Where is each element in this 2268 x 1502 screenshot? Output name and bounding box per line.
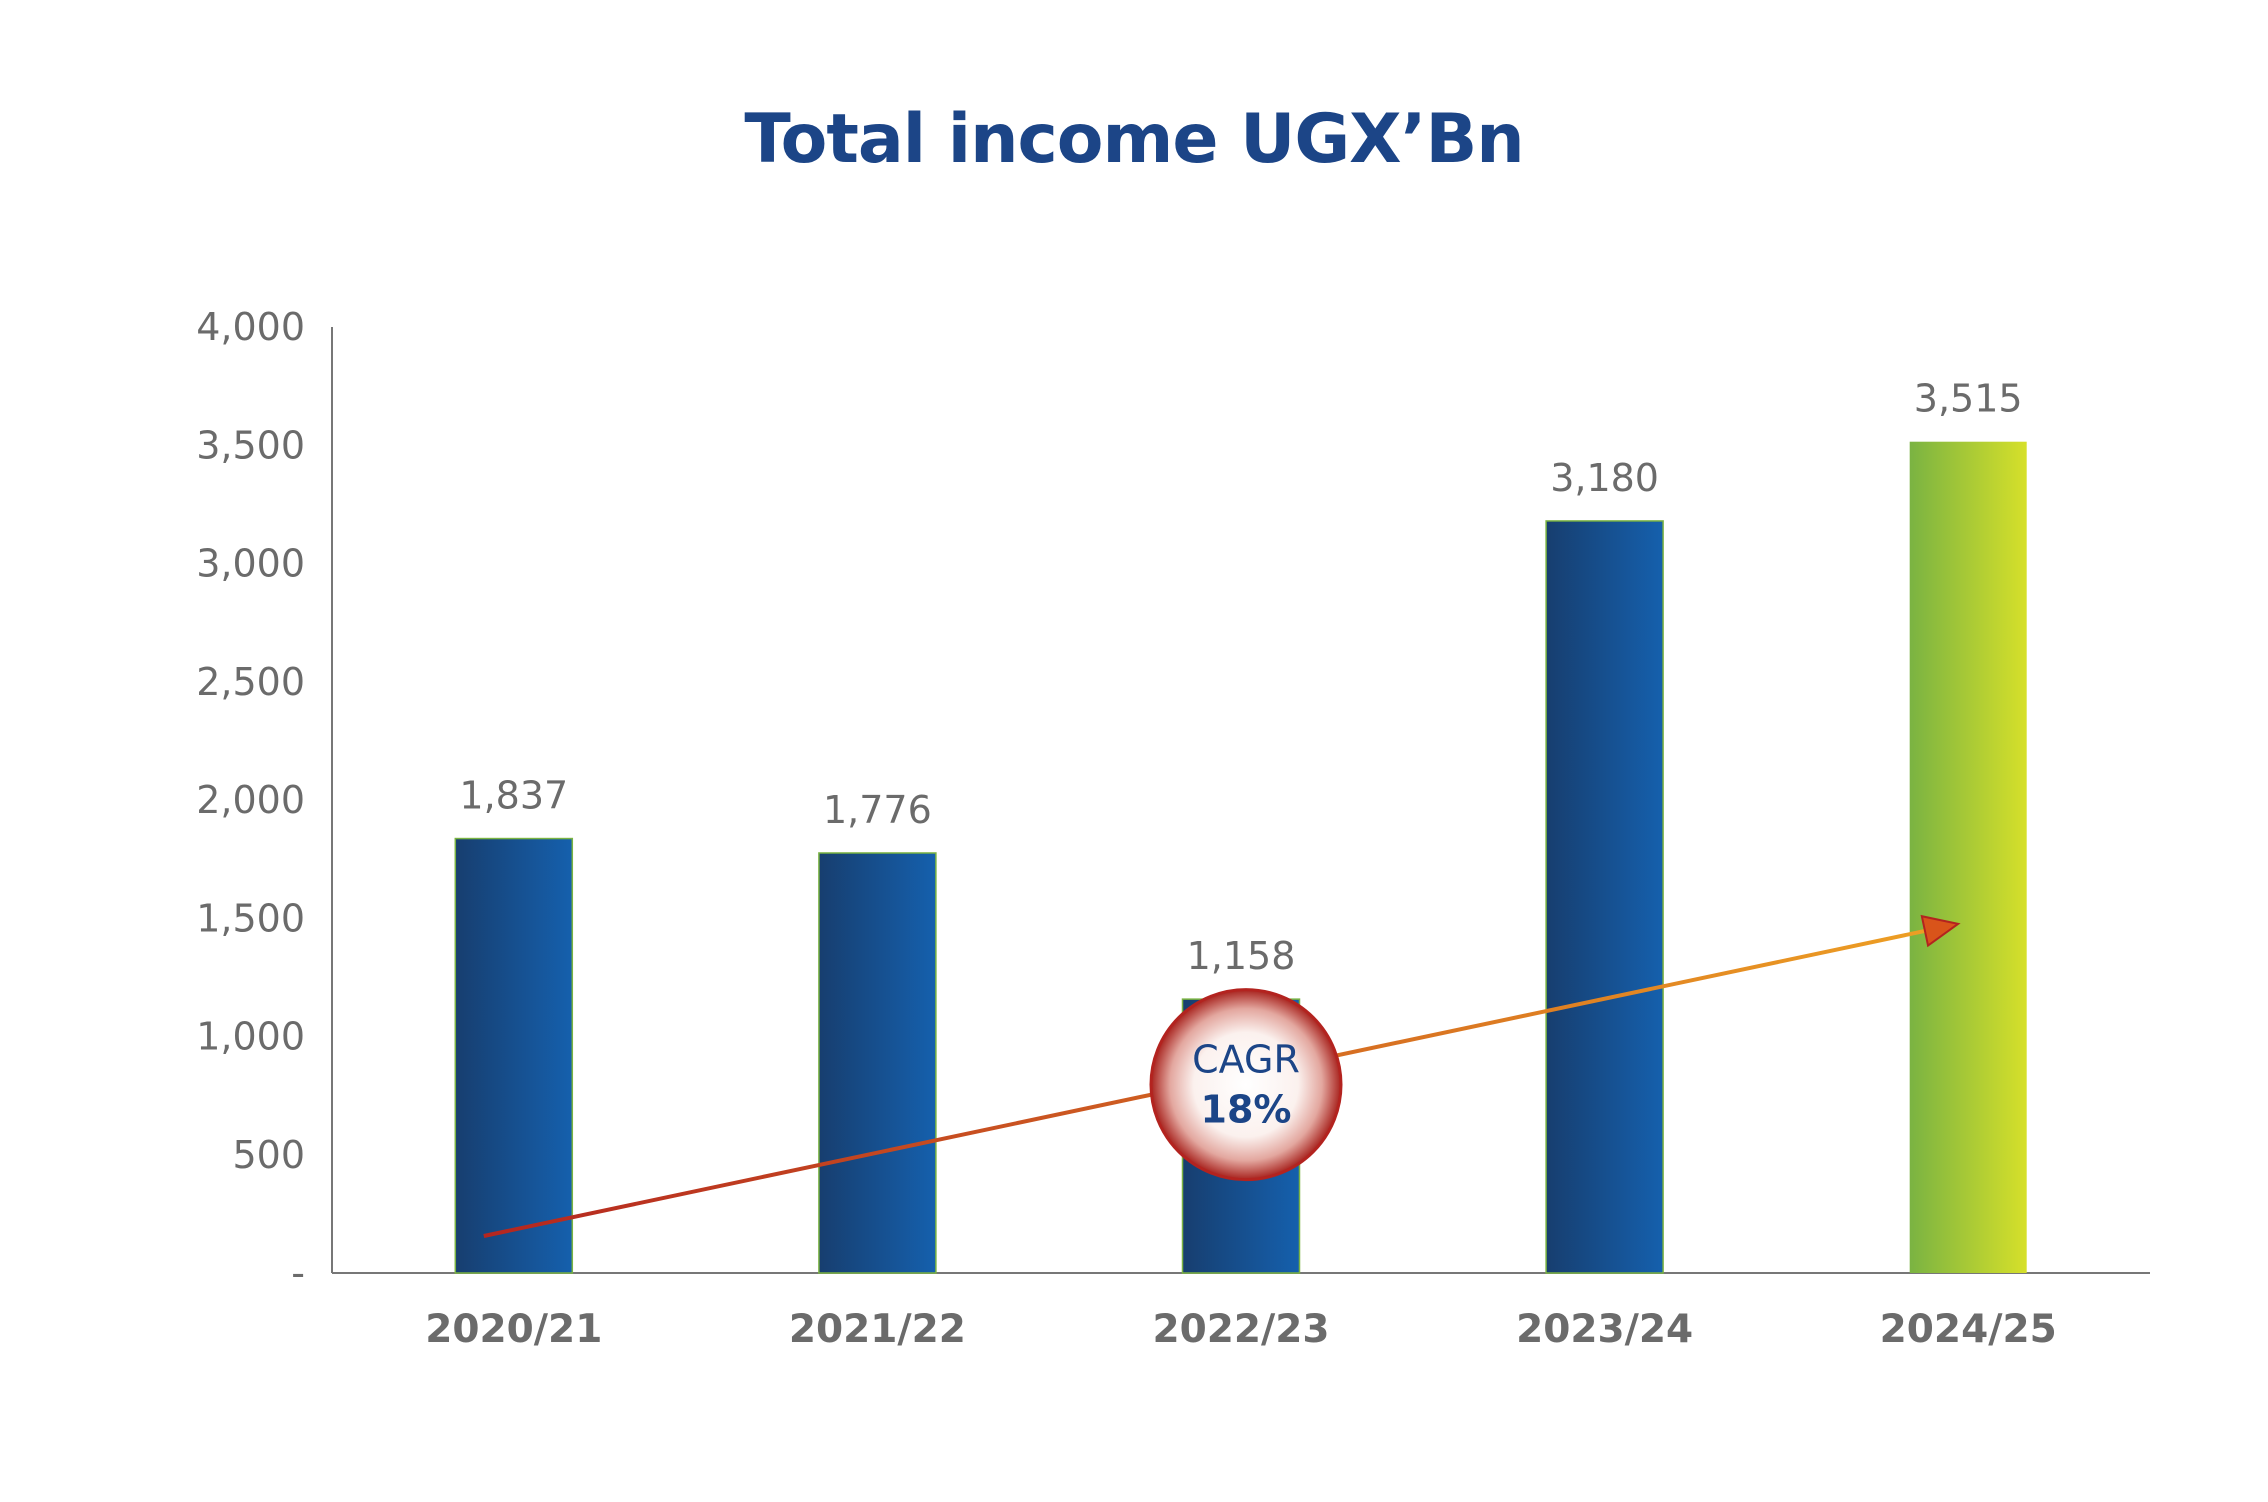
x-tick-label: 2020/21	[425, 1307, 602, 1352]
y-tick-label: -	[291, 1251, 305, 1295]
y-tick-label: 500	[232, 1133, 305, 1177]
y-tick-label: 3,500	[196, 423, 305, 467]
y-axis-ticks: - 500 1,000 1,500 2,000 2,500 3,000 3,500 4,000	[196, 305, 305, 1295]
data-label: 1,158	[1187, 934, 1296, 978]
data-label: 3,515	[1914, 377, 2023, 421]
data-label: 3,180	[1550, 456, 1659, 500]
data-label: 1,776	[823, 788, 932, 832]
chart-title: Total income UGX’Bn	[744, 100, 1524, 179]
trend-annotation: CAGR 18%	[483, 914, 1961, 1238]
y-tick-label: 2,500	[196, 660, 305, 704]
y-tick-label: 2,000	[196, 778, 305, 822]
x-tick-label: 2022/23	[1152, 1307, 1329, 1352]
y-tick-label: 3,000	[196, 542, 305, 586]
trend-arrow-head	[1920, 914, 1961, 948]
bar-2024-25	[1909, 441, 2027, 1273]
x-tick-label: 2023/24	[1516, 1307, 1693, 1352]
bar-2020-21	[454, 837, 574, 1274]
x-tick-label: 2024/25	[1880, 1307, 2057, 1352]
data-label: 1,837	[459, 774, 568, 818]
y-tick-label: 1,000	[196, 1015, 305, 1059]
y-tick-label: 1,500	[196, 896, 305, 940]
data-labels: 1,837 1,776 1,158 3,180 3,515	[459, 377, 2022, 978]
x-axis-ticks: 2020/21 2021/22 2022/23 2023/24 2024/25	[425, 1307, 2056, 1352]
bar-2023-24	[1545, 520, 1664, 1274]
bar-2021-22	[818, 852, 937, 1274]
x-tick-label: 2021/22	[789, 1307, 966, 1352]
cagr-badge-label: CAGR	[1192, 1038, 1300, 1082]
cagr-badge-value: 18%	[1201, 1088, 1292, 1132]
cagr-badge	[1149, 988, 1343, 1182]
y-tick-label: 4,000	[196, 305, 305, 349]
